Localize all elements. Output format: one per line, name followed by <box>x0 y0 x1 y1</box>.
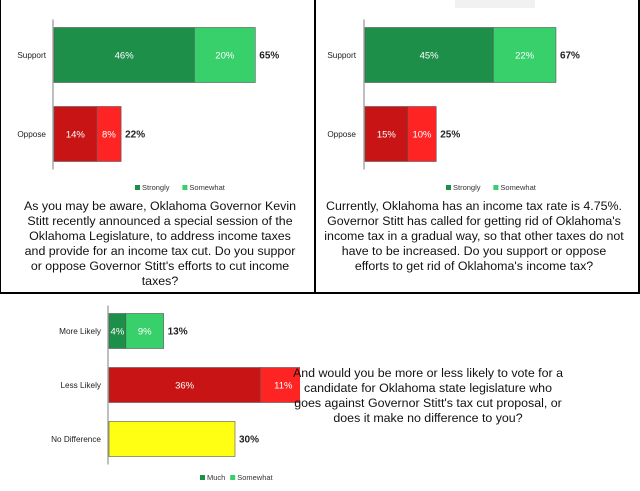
category-label-no-difference: No Difference <box>51 435 101 444</box>
total-label-oppose: 25% <box>440 130 460 141</box>
category-label-support: Support <box>327 51 356 60</box>
data-label-support-somewhat: 20% <box>215 51 235 62</box>
chart-tax-cut: Support 46% 20% 65% Oppose 14% 8% 22% Strongly So… <box>17 19 279 192</box>
legend-swatch-strongly <box>135 185 140 190</box>
total-label-support: 67% <box>560 51 580 62</box>
top-strip <box>455 0 535 8</box>
panel-eliminate-tax: Support 45% 22% 67% Oppose 15% 10% 25% Strongly S… <box>316 0 638 292</box>
panel-tax-cut: Support 46% 20% 65% Oppose 14% 8% 22% Strongly So… <box>2 0 314 292</box>
bar-oppose-somewhat <box>96 106 122 162</box>
panel-border-left <box>0 0 1 293</box>
bar-more-likely-somewhat <box>125 313 164 349</box>
data-label-support-somewhat: 22% <box>515 51 535 62</box>
data-label-more-likely-much: 4% <box>111 327 125 338</box>
bar-oppose-strongly <box>364 106 409 162</box>
legend-swatch-somewhat <box>230 475 236 480</box>
legend-label-somewhat: Somewhat <box>500 183 536 192</box>
total-label-support: 65% <box>259 51 279 62</box>
data-label-oppose-strongly: 15% <box>377 130 397 141</box>
bar-support-strongly <box>364 27 494 83</box>
legend-label-much: Much <box>207 473 225 482</box>
data-label-oppose-somewhat: 10% <box>412 130 432 141</box>
data-label-more-likely-somewhat: 9% <box>138 327 152 338</box>
legend-label-strongly: Strongly <box>453 183 481 192</box>
chart-eliminate-tax: Support 45% 22% 67% Oppose 15% 10% 25% Strongly S… <box>327 19 580 192</box>
category-label-oppose: Oppose <box>17 130 46 139</box>
bar-less-likely-much <box>108 367 261 403</box>
bar-oppose-somewhat <box>407 106 437 162</box>
legend-label-strongly: Strongly <box>142 183 170 192</box>
data-label-support-strongly: 45% <box>420 51 440 62</box>
category-label-oppose: Oppose <box>327 130 356 139</box>
bar-support-somewhat <box>492 27 557 83</box>
legend-label-somewhat: Somewhat <box>237 473 273 482</box>
panel-divider-horizontal <box>0 292 640 294</box>
category-label-less-likely: Less Likely <box>60 381 101 390</box>
data-label-less-likely-somewhat: 11% <box>274 381 293 392</box>
legend-swatch-somewhat <box>493 185 499 190</box>
bar-support-somewhat <box>194 27 256 83</box>
data-label-oppose-strongly: 14% <box>66 130 86 141</box>
question-tax-cut: As you may be aware, Oklahoma Governor K… <box>23 199 297 288</box>
question-vote-likelihood: And would you be more or less likely to … <box>293 366 563 425</box>
total-label-more-likely: 13% <box>168 327 188 338</box>
bar-less-likely-somewhat <box>259 367 300 403</box>
category-label-support: Support <box>17 51 46 60</box>
bar-oppose-strongly <box>53 106 98 162</box>
panel-border-right <box>638 0 640 293</box>
bar-no-difference-much <box>108 421 236 457</box>
panel-divider-vertical <box>314 0 316 293</box>
total-label-no-difference: 30% <box>239 435 259 446</box>
legend-swatch-somewhat <box>182 185 188 190</box>
legend-swatch-strongly <box>446 185 451 190</box>
total-label-oppose: 22% <box>125 130 145 141</box>
category-label-more-likely: More Likely <box>59 327 102 336</box>
legend-swatch-much <box>200 475 205 480</box>
data-label-oppose-somewhat: 8% <box>102 130 116 141</box>
data-label-support-strongly: 46% <box>115 51 135 62</box>
data-label-less-likely-much: 36% <box>175 381 195 392</box>
bar-support-strongly <box>53 27 195 83</box>
legend-label-somewhat: Somewhat <box>189 183 225 192</box>
question-eliminate-tax: Currently, Oklahoma has an income tax ra… <box>324 199 624 273</box>
